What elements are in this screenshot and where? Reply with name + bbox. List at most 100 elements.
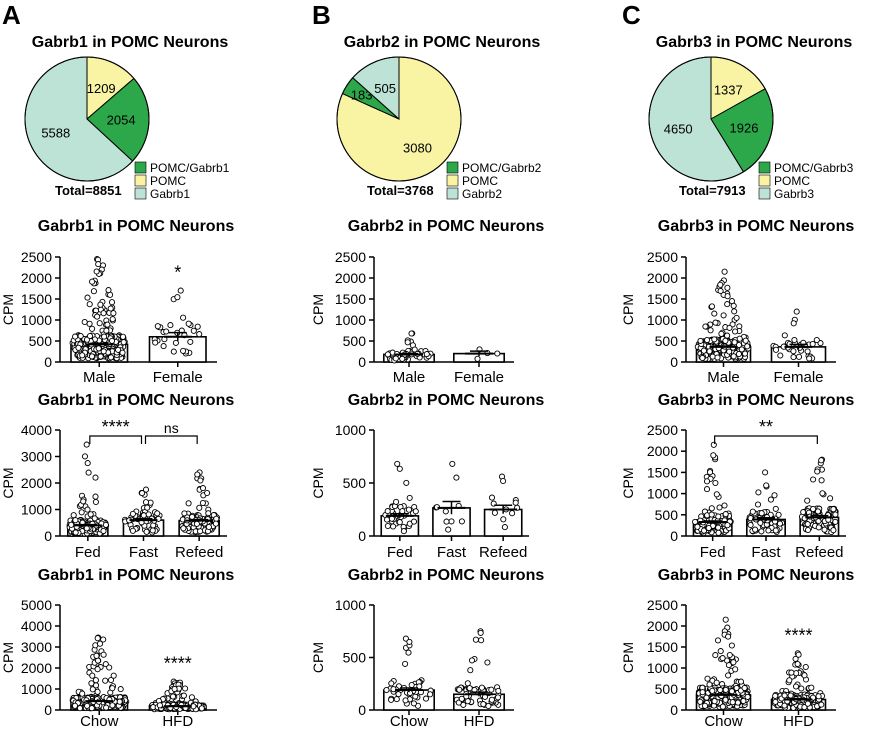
data-point [193, 520, 200, 527]
data-point [488, 494, 496, 501]
data-point [72, 333, 79, 340]
data-point [788, 669, 795, 676]
data-point [119, 349, 126, 356]
data-point [77, 332, 84, 340]
data-point [719, 655, 726, 662]
data-point [427, 691, 434, 698]
pie-value-label: 1209 [87, 81, 116, 96]
data-point [749, 508, 756, 515]
data-point [776, 520, 784, 527]
data-point [408, 681, 415, 689]
data-point [730, 302, 737, 309]
data-point [383, 516, 391, 523]
data-point [793, 308, 800, 315]
y-tick-label: 500 [29, 333, 53, 349]
data-point [185, 500, 192, 507]
data-point [448, 518, 455, 525]
data-point [732, 666, 739, 673]
bracket-line [714, 435, 818, 444]
data-point [758, 510, 765, 517]
data-point [485, 702, 492, 710]
y-tick-label: 3000 [21, 449, 52, 465]
data-point [758, 528, 765, 535]
significance-label: **** [784, 625, 812, 645]
data-point [110, 310, 117, 317]
y-tick-label: 2500 [647, 249, 678, 265]
data-point [180, 692, 187, 699]
data-point [752, 526, 759, 533]
data-point [802, 663, 809, 671]
data-point [501, 524, 508, 531]
data-point [142, 499, 150, 506]
data-point [710, 441, 717, 448]
data-point [410, 518, 418, 525]
pie-value-label: 4650 [664, 121, 693, 136]
data-point [80, 498, 87, 505]
pie-value-label: 3080 [403, 141, 432, 156]
data-point [143, 528, 150, 535]
data-point [722, 616, 729, 623]
data-point [790, 348, 797, 355]
y-tick-label: 2000 [335, 270, 366, 286]
bracket-label: ** [759, 417, 773, 437]
y-tick-label: 2500 [335, 249, 366, 265]
legend-swatch [134, 174, 147, 187]
data-point [163, 328, 170, 335]
data-point [477, 629, 484, 636]
data-point [384, 508, 391, 515]
data-point [129, 527, 136, 534]
y-axis-label: CPM [0, 467, 16, 498]
data-point [736, 335, 743, 342]
data-point [747, 521, 754, 529]
data-point [714, 354, 721, 361]
data-point [456, 686, 463, 693]
y-tick-label: 1000 [335, 597, 366, 613]
data-point [724, 332, 731, 339]
data-point [84, 506, 91, 513]
data-point [106, 664, 113, 671]
data-point [772, 527, 779, 534]
x-tick-label: Male [83, 369, 116, 386]
data-point [101, 333, 108, 340]
y-tick-label: 1500 [21, 291, 52, 307]
y-axis-label: CPM [0, 294, 16, 325]
data-point [443, 518, 450, 525]
data-point [700, 347, 707, 354]
data-point [509, 510, 516, 517]
data-point [172, 339, 179, 346]
chart-title: Gabrb2 in POMC Neurons [348, 567, 545, 584]
data-point [697, 337, 704, 344]
data-point [814, 468, 821, 475]
data-point [388, 696, 395, 703]
significance-label: * [174, 263, 181, 283]
legend-swatch [758, 174, 771, 187]
data-point [734, 699, 741, 706]
pie-value-label: 1926 [730, 121, 759, 136]
data-point [100, 636, 107, 643]
data-point [804, 700, 811, 707]
y-tick-label: 1000 [21, 502, 52, 518]
data-point [174, 294, 181, 301]
data-point [458, 518, 465, 525]
y-tick-label: 1000 [21, 312, 52, 328]
data-point [129, 510, 136, 517]
pie-outline [648, 56, 774, 182]
data-point [494, 350, 501, 357]
data-point [728, 688, 735, 695]
data-point [730, 659, 737, 666]
data-point [81, 453, 89, 460]
data-point [182, 685, 189, 692]
data-point [76, 705, 84, 712]
data-point [731, 339, 738, 346]
y-tick-label: 2500 [647, 422, 678, 438]
chart-title: Gabrb2 in POMC Neurons [348, 392, 545, 409]
y-tick-label: 0 [670, 354, 678, 370]
data-point [731, 308, 738, 315]
pie-total: Total=8851 [55, 183, 122, 198]
legend-swatch [446, 187, 459, 200]
data-point [755, 489, 762, 496]
x-tick-label: Refeed [795, 544, 843, 561]
legend-swatch [134, 187, 147, 200]
y-tick-label: 2000 [647, 443, 678, 459]
pie-outline [336, 56, 462, 182]
